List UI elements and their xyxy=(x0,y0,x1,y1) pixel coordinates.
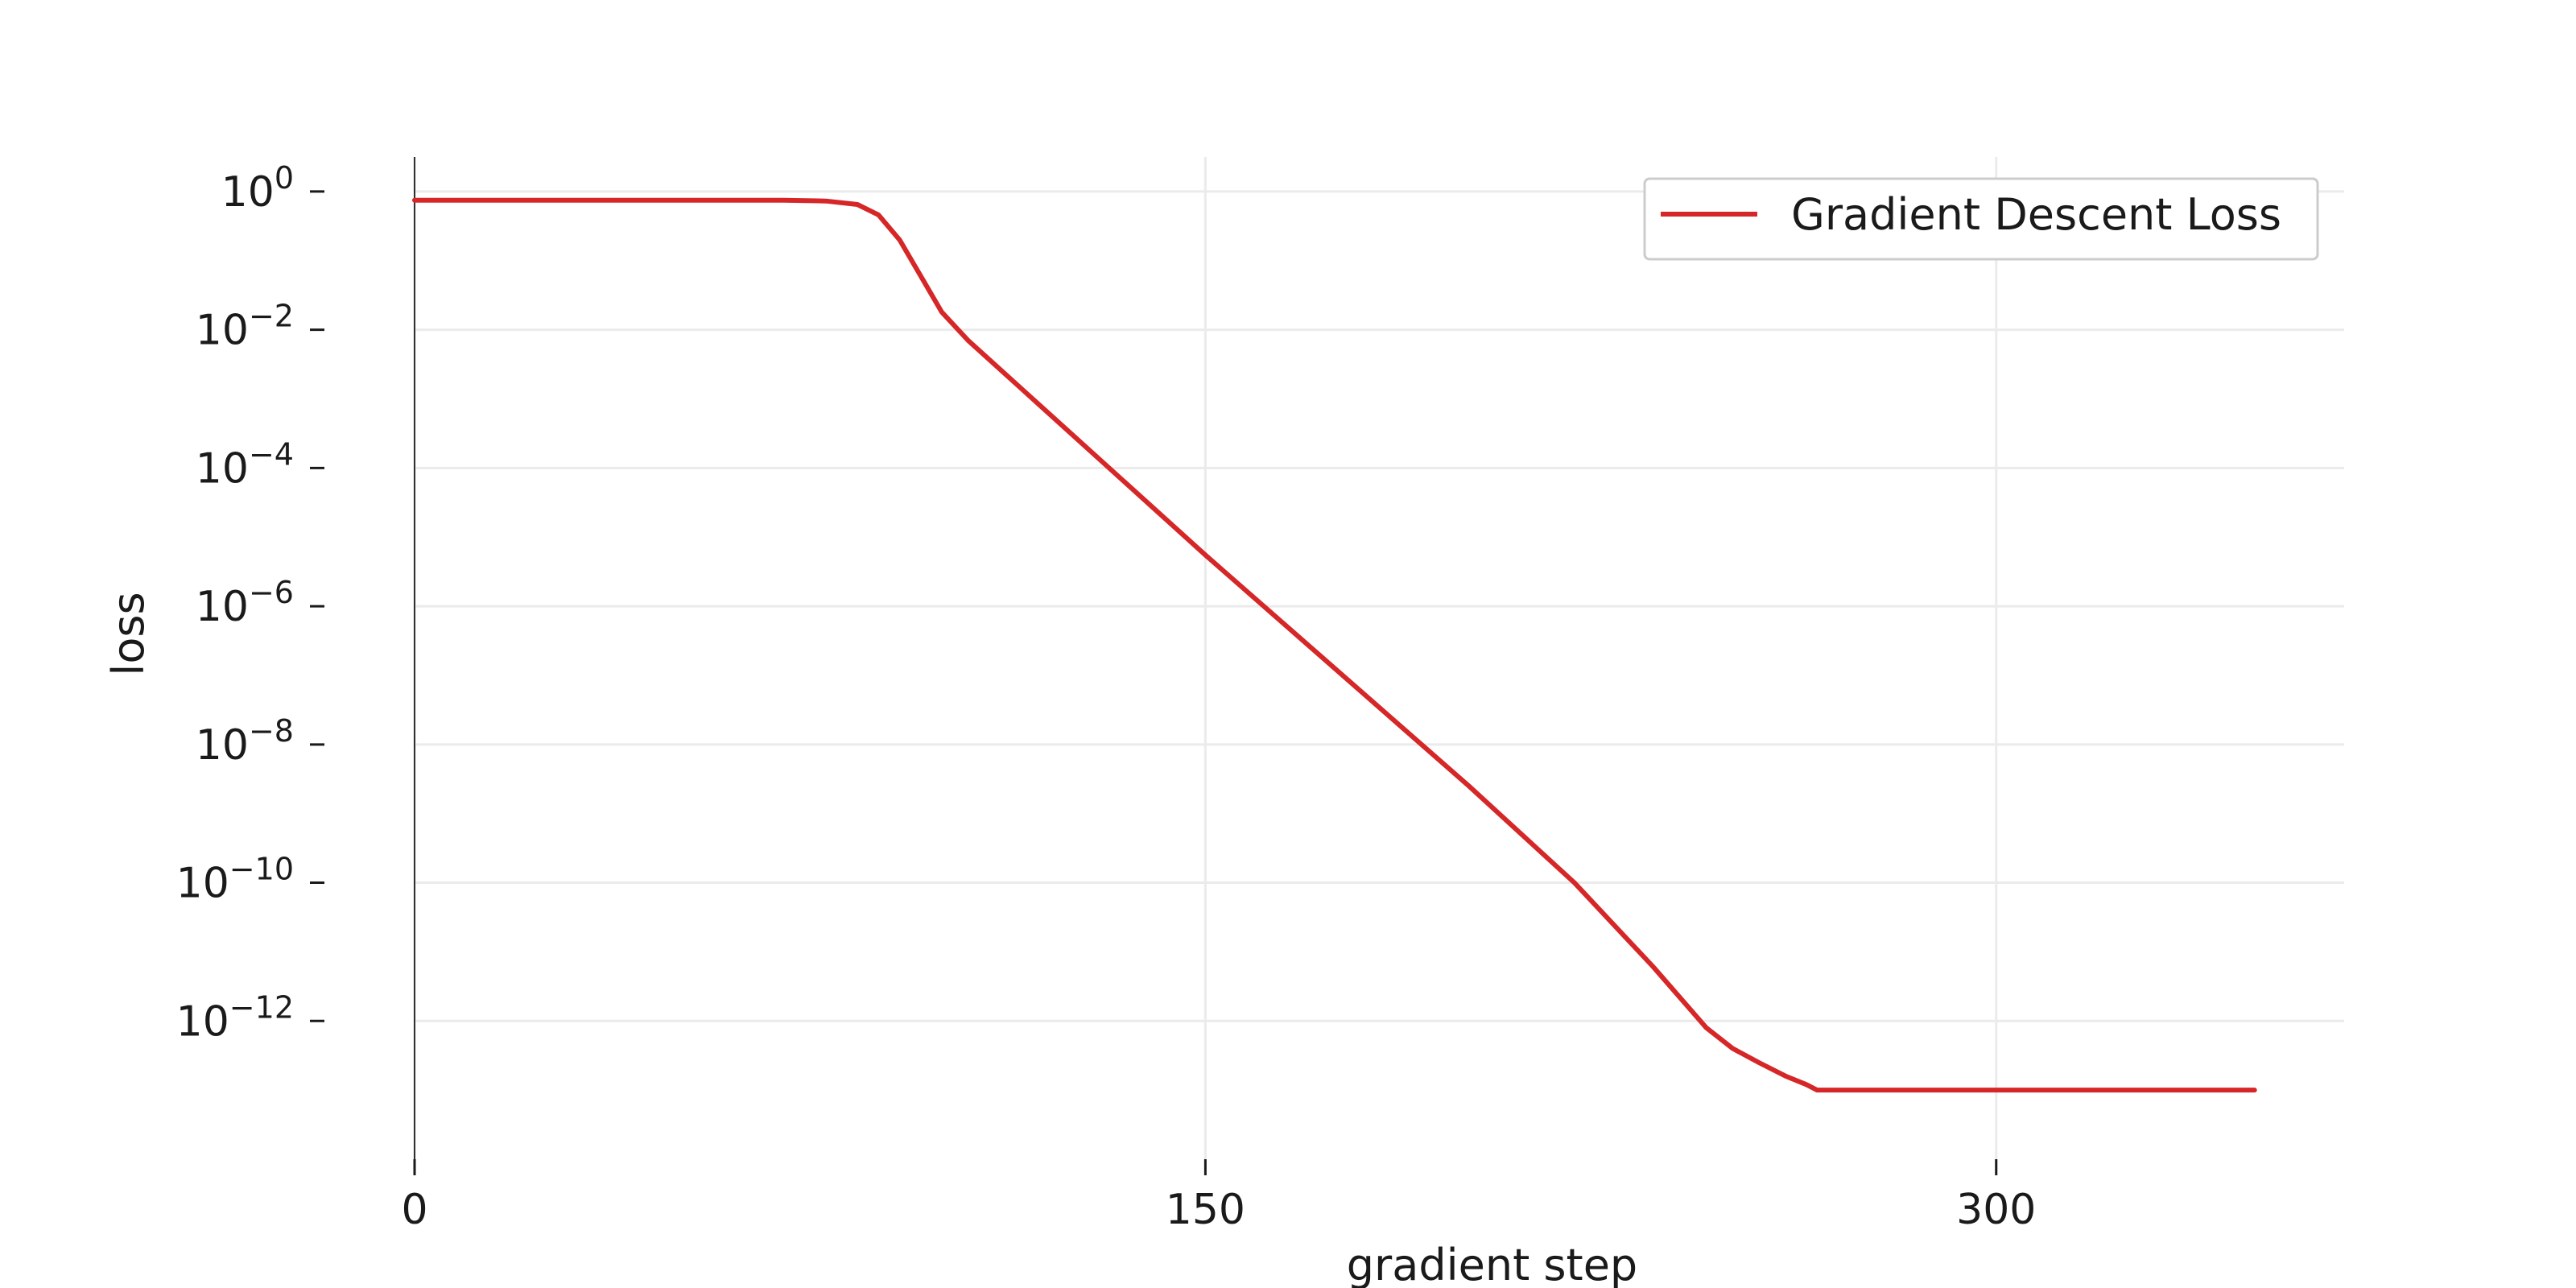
series-layer xyxy=(412,197,2257,1093)
x-axis-label: gradient step xyxy=(1347,1240,1637,1288)
legend: Gradient Descent Loss xyxy=(1643,177,2319,261)
axis-ticks: 0 150 300 100 10−2 10−4 10−6 10−8 10−10 10−12 xyxy=(176,160,2037,1234)
legend-label: Gradient Descent Loss xyxy=(1791,189,2281,240)
legend-box xyxy=(1643,177,2319,261)
y-tick-label: 10−12 xyxy=(176,989,294,1046)
y-tick-label: 100 xyxy=(221,160,294,217)
grid-lines xyxy=(413,157,2344,1159)
y-axis-label: loss xyxy=(103,592,154,675)
y-tick-label: 10−6 xyxy=(196,575,294,631)
y-tick-label: 10−2 xyxy=(196,299,294,355)
x-tick-label: 300 xyxy=(1956,1186,2036,1234)
y-tick-label: 10−8 xyxy=(196,713,294,770)
x-tick-label: 150 xyxy=(1166,1186,1245,1234)
y-tick-label: 10−10 xyxy=(176,852,294,908)
x-tick-label: 0 xyxy=(401,1186,427,1234)
y-tick-label: 10−4 xyxy=(196,436,294,493)
series-line-0 xyxy=(412,197,2257,1093)
